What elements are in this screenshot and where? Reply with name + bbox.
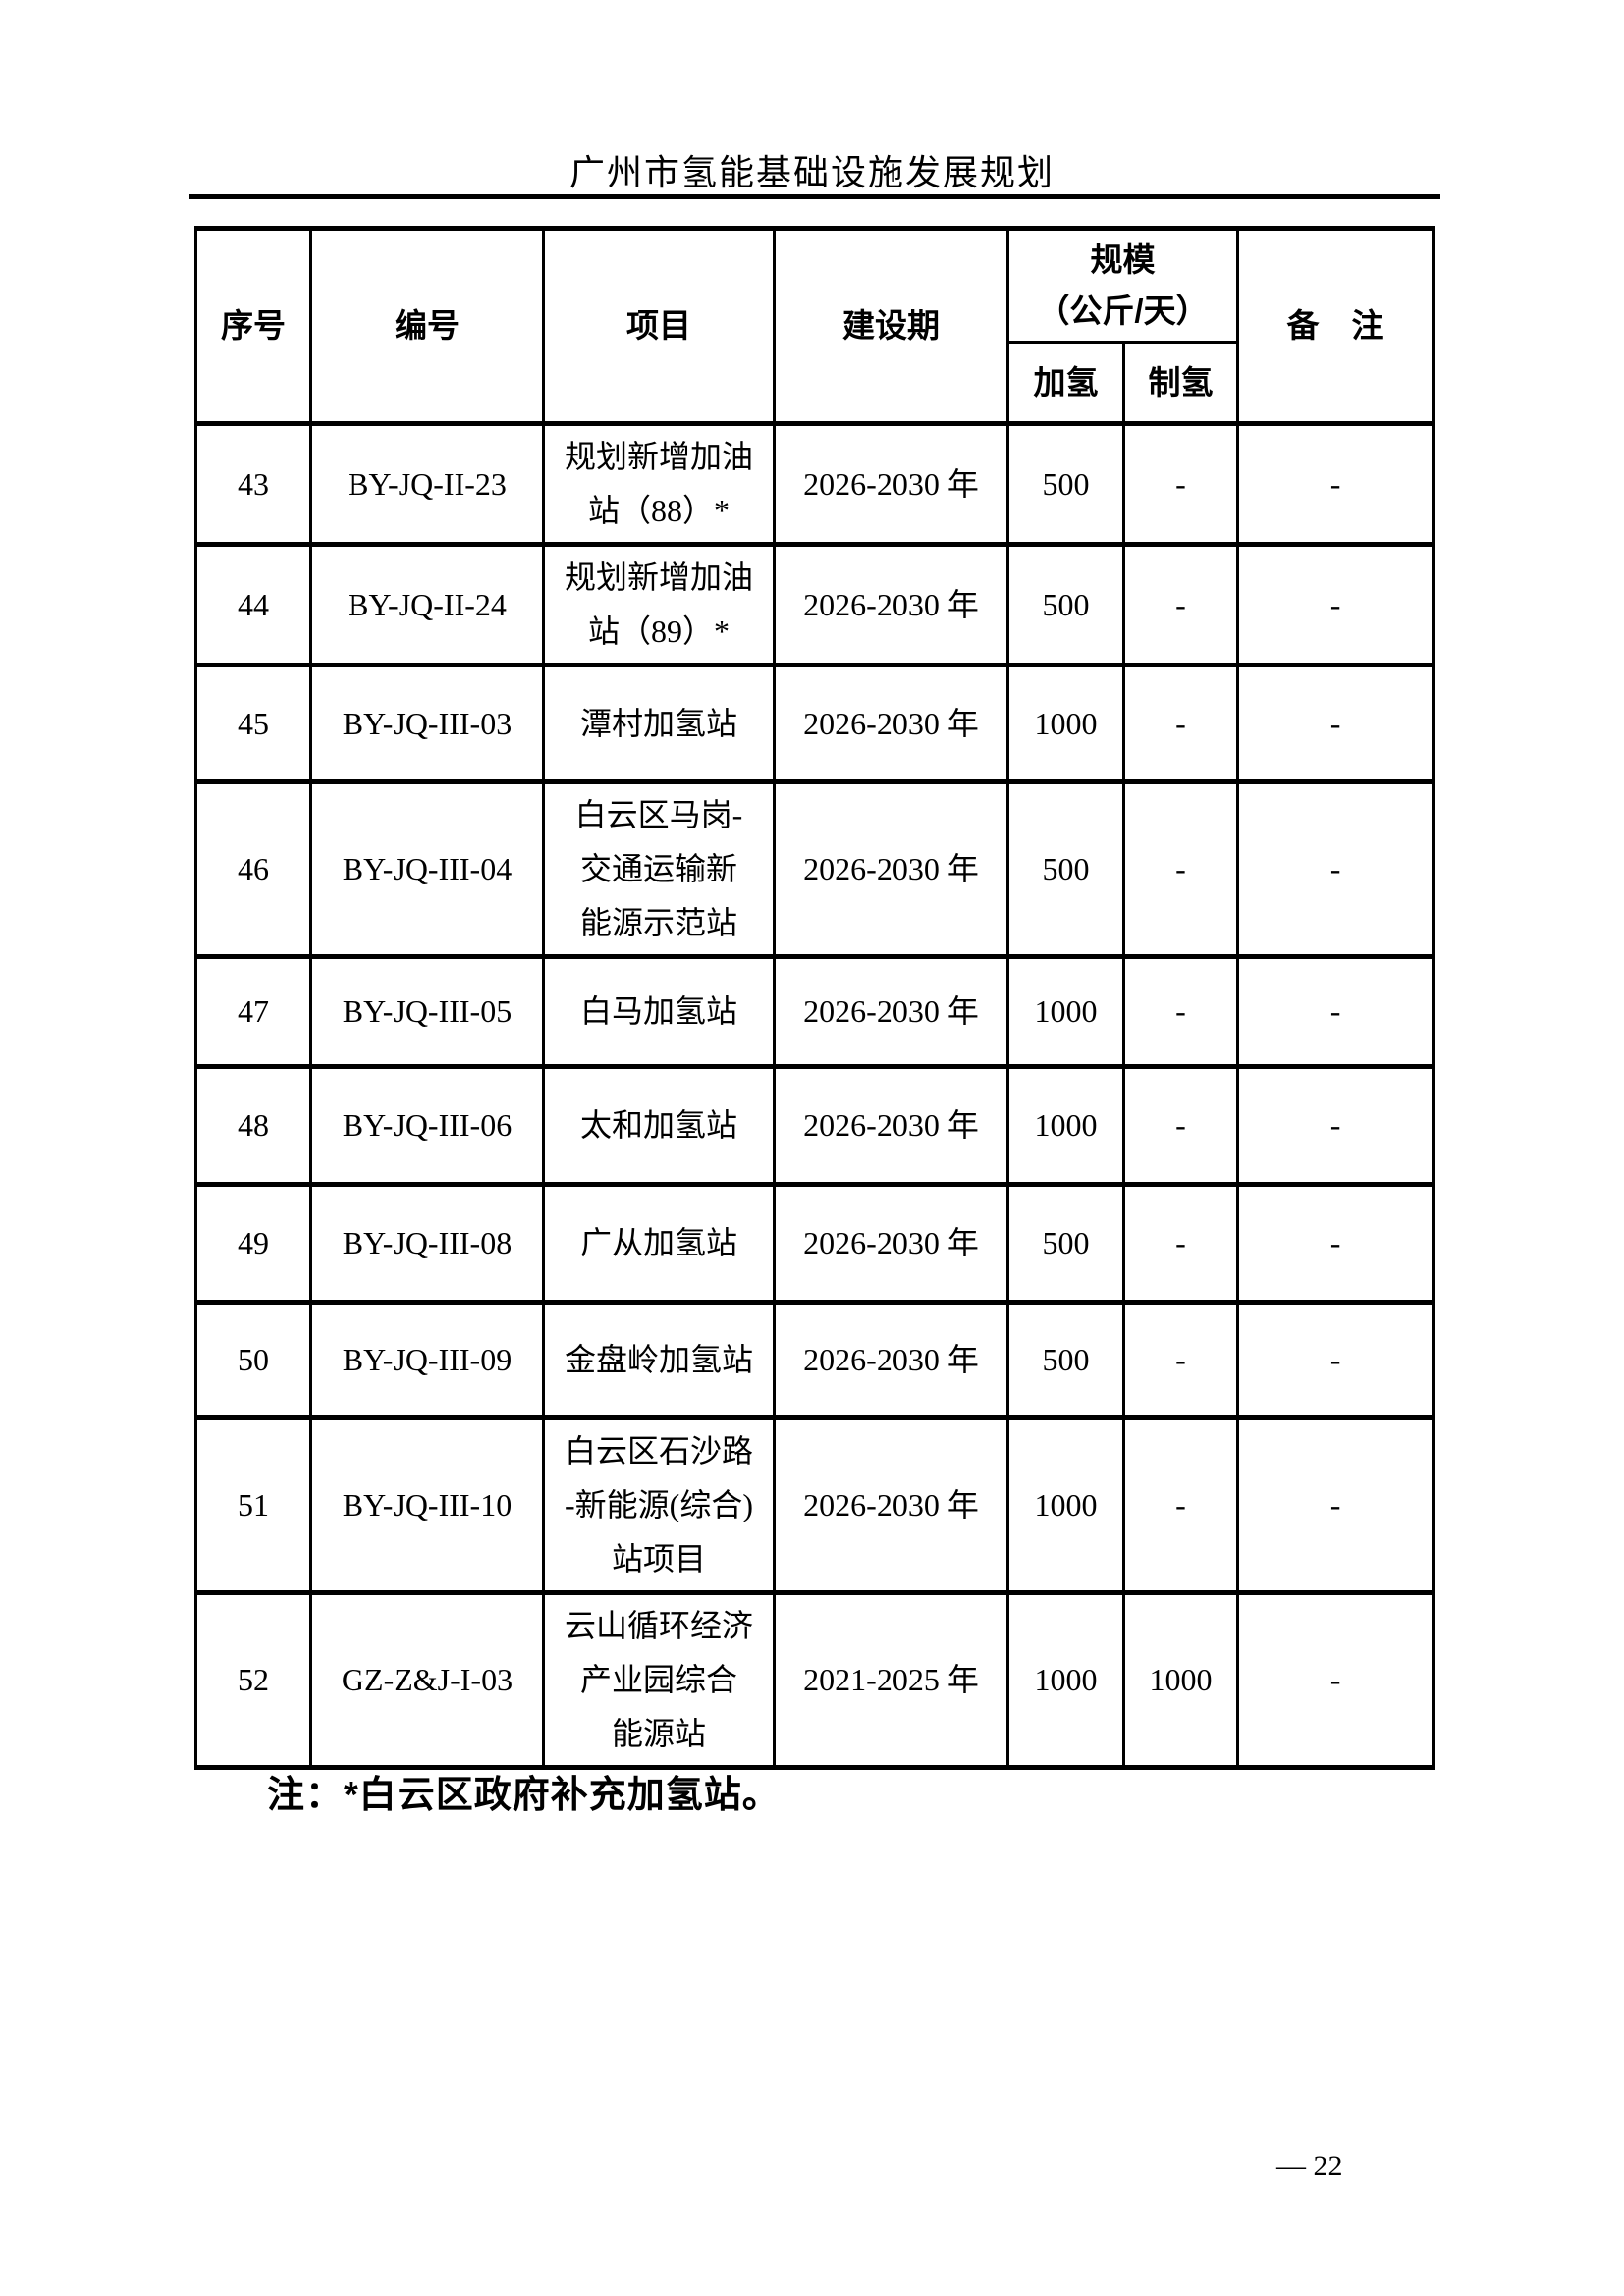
- table-row: 49 BY-JQ-III-08 广从加氢站 2026-2030 年 500 - …: [194, 1182, 1435, 1305]
- cell-no: 51: [194, 1415, 312, 1595]
- cell-period: 2026-2030 年: [773, 1182, 1009, 1305]
- table-row: 44 BY-JQ-II-24 规划新增加油 站（89）* 2026-2030 年…: [194, 542, 1435, 667]
- cell-code: BY-JQ-II-24: [309, 542, 545, 667]
- table-row: 46 BY-JQ-III-04 白云区马岗- 交通运输新 能源示范站 2026-…: [194, 779, 1435, 959]
- cell-no: 47: [194, 954, 312, 1069]
- header-scale: 规模 （公斤/天）: [1005, 226, 1240, 344]
- cell-remark: -: [1236, 1300, 1435, 1420]
- page-number: — 22: [1276, 2150, 1343, 2182]
- cell-period: 2026-2030 年: [773, 542, 1009, 667]
- cell-code: BY-JQ-III-09: [309, 1300, 545, 1420]
- cell-produce: -: [1121, 1415, 1240, 1595]
- cell-no: 43: [194, 421, 312, 547]
- cell-no: 45: [194, 663, 312, 784]
- cell-project: 广从加氢站: [542, 1182, 776, 1305]
- cell-refuel: 500: [1006, 1300, 1125, 1420]
- cell-produce: -: [1121, 1300, 1240, 1420]
- cell-produce: -: [1121, 1182, 1240, 1305]
- cell-period: 2026-2030 年: [773, 421, 1009, 547]
- projects-table: 序号 编号 项目 建设期 规模 （公斤/天） 备 注 加氢 制氢 43 BY-J…: [194, 226, 1435, 1770]
- cell-project: 白马加氢站: [542, 954, 776, 1069]
- header-project: 项目: [542, 226, 776, 426]
- cell-refuel: 500: [1006, 1182, 1125, 1305]
- table-row: 47 BY-JQ-III-05 白马加氢站 2026-2030 年 1000 -…: [194, 954, 1435, 1069]
- cell-code: BY-JQ-III-06: [309, 1064, 545, 1187]
- cell-code: BY-JQ-III-03: [309, 663, 545, 784]
- cell-produce: -: [1121, 779, 1240, 959]
- cell-refuel: 1000: [1006, 1415, 1125, 1595]
- cell-refuel: 500: [1006, 421, 1125, 547]
- footnote: 注：*白云区政府补充加氢站。: [267, 1775, 781, 1816]
- cell-no: 46: [194, 779, 312, 959]
- cell-period: 2026-2030 年: [773, 1300, 1009, 1420]
- header-period: 建设期: [773, 226, 1009, 426]
- cell-code: BY-JQ-III-10: [309, 1415, 545, 1595]
- cell-refuel: 1000: [1006, 954, 1125, 1069]
- table-header-row-1: 序号 编号 项目 建设期 规模 （公斤/天） 备 注: [194, 226, 1435, 426]
- cell-refuel: 500: [1006, 779, 1125, 959]
- cell-no: 50: [194, 1300, 312, 1420]
- cell-remark: -: [1236, 954, 1435, 1069]
- table-row: 52 GZ-Z&J-I-03 云山循环经济 产业园综合 能源站 2021-202…: [194, 1590, 1435, 1770]
- cell-refuel: 1000: [1006, 1590, 1125, 1770]
- table-row: 45 BY-JQ-III-03 潭村加氢站 2026-2030 年 1000 -…: [194, 663, 1435, 784]
- cell-code: BY-JQ-II-23: [309, 421, 545, 547]
- cell-no: 48: [194, 1064, 312, 1187]
- cell-refuel: 1000: [1006, 663, 1125, 784]
- cell-remark: -: [1236, 421, 1435, 547]
- cell-produce: -: [1121, 542, 1240, 667]
- page-title: 广州市氢能基础设施发展规划: [568, 153, 1055, 192]
- cell-period: 2026-2030 年: [773, 663, 1009, 784]
- cell-no: 49: [194, 1182, 312, 1305]
- cell-remark: -: [1236, 779, 1435, 959]
- cell-no: 52: [194, 1590, 312, 1770]
- cell-period: 2026-2030 年: [773, 954, 1009, 1069]
- cell-period: 2026-2030 年: [773, 1064, 1009, 1187]
- cell-period: 2021-2025 年: [773, 1590, 1009, 1770]
- cell-project: 白云区石沙路 -新能源(综合) 站项目: [542, 1415, 776, 1595]
- cell-remark: -: [1236, 1182, 1435, 1305]
- cell-project: 太和加氢站: [542, 1064, 776, 1187]
- header-produce: 制氢: [1121, 341, 1240, 426]
- cell-produce: -: [1121, 1064, 1240, 1187]
- cell-refuel: 500: [1006, 542, 1125, 667]
- header-refuel: 加氢: [1006, 341, 1125, 426]
- cell-period: 2026-2030 年: [773, 1415, 1009, 1595]
- header-code: 编号: [309, 226, 545, 426]
- cell-code: BY-JQ-III-08: [309, 1182, 545, 1305]
- cell-remark: -: [1236, 1415, 1435, 1595]
- cell-produce: -: [1121, 421, 1240, 547]
- cell-project: 云山循环经济 产业园综合 能源站: [542, 1590, 776, 1770]
- cell-produce: -: [1121, 663, 1240, 784]
- cell-refuel: 1000: [1006, 1064, 1125, 1187]
- cell-remark: -: [1236, 1590, 1435, 1770]
- cell-code: BY-JQ-III-04: [309, 779, 545, 959]
- cell-produce: 1000: [1121, 1590, 1240, 1770]
- table-row: 48 BY-JQ-III-06 太和加氢站 2026-2030 年 1000 -…: [194, 1064, 1435, 1187]
- cell-remark: -: [1236, 542, 1435, 667]
- cell-code: GZ-Z&J-I-03: [309, 1590, 545, 1770]
- cell-project: 白云区马岗- 交通运输新 能源示范站: [542, 779, 776, 959]
- table-row: 50 BY-JQ-III-09 金盘岭加氢站 2026-2030 年 500 -…: [194, 1300, 1435, 1420]
- header-no: 序号: [194, 226, 312, 426]
- cell-remark: -: [1236, 663, 1435, 784]
- cell-project: 规划新增加油 站（88）*: [542, 421, 776, 547]
- table-row: 51 BY-JQ-III-10 白云区石沙路 -新能源(综合) 站项目 2026…: [194, 1415, 1435, 1595]
- table-row: 43 BY-JQ-II-23 规划新增加油 站（88）* 2026-2030 年…: [194, 421, 1435, 547]
- cell-project: 金盘岭加氢站: [542, 1300, 776, 1420]
- cell-period: 2026-2030 年: [773, 779, 1009, 959]
- cell-code: BY-JQ-III-05: [309, 954, 545, 1069]
- cell-produce: -: [1121, 954, 1240, 1069]
- cell-project: 规划新增加油 站（89）*: [542, 542, 776, 667]
- cell-remark: -: [1236, 1064, 1435, 1187]
- cell-no: 44: [194, 542, 312, 667]
- table-header-row-2: 加氢 制氢: [196, 341, 1434, 426]
- header-remark: 备 注: [1236, 226, 1435, 426]
- title-rule-divider: [189, 194, 1440, 199]
- cell-project: 潭村加氢站: [542, 663, 776, 784]
